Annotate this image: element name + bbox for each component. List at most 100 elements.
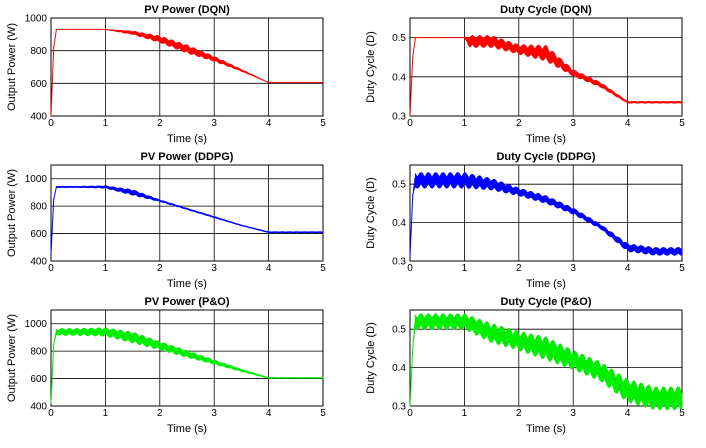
x-tick-label: 3 (570, 118, 576, 129)
data-point (53, 198, 55, 200)
data-point (268, 231, 270, 233)
y-tick-label: 400 (30, 257, 47, 268)
y-tick-label: 600 (30, 79, 47, 90)
data-point (104, 28, 106, 31)
chart-panel: 0 1 2 3 4 5 400 600 800 1000 PV Power (DQN) Time (s… (6, 4, 326, 145)
chart-title: Duty Cycle (DDPG) (496, 151, 595, 163)
chart-title: Duty Cycle (P&O) (500, 296, 591, 308)
series-line (50, 28, 324, 117)
y-tick-label: 600 (30, 374, 47, 385)
data-point (186, 208, 188, 210)
data-point (463, 37, 465, 39)
data-point (414, 37, 417, 39)
data-point (627, 390, 629, 392)
y-tick-label: 0.5 (392, 180, 406, 191)
data-point (295, 81, 297, 84)
chart-panel: 0 1 2 3 4 5 0.3 0.4 0.5 Duty Cycle (P&O) Time (s) D… (365, 296, 685, 435)
x-axis-label: Time (s) (167, 278, 207, 290)
y-axis-label: Output Power (W) (6, 169, 18, 257)
data-point (159, 200, 161, 202)
x-tick-label: 4 (266, 118, 272, 129)
chart-panel: 0 1 2 3 4 5 400 600 800 1000 PV Power (DDPG) Time (… (6, 151, 326, 290)
data-point (420, 320, 422, 323)
chart-panel: 0 1 2 3 4 5 400 600 800 1000 PV Power (P&O) Time (s… (6, 296, 326, 435)
x-tick-label: 2 (516, 408, 522, 419)
data-point (55, 186, 58, 188)
series-line (409, 172, 683, 258)
data-point (654, 397, 656, 399)
y-tick-label: 0.4 (392, 218, 406, 229)
data-point (186, 48, 188, 50)
data-point (53, 46, 55, 49)
chart-title: PV Power (P&O) (145, 296, 230, 308)
y-axis-label: Duty Cycle (D) (365, 177, 377, 249)
data-point (572, 72, 574, 74)
data-point (518, 340, 520, 342)
data-point (545, 52, 547, 54)
x-tick-label: 5 (679, 408, 685, 419)
y-tick-label: 400 (30, 112, 47, 123)
data-point (654, 250, 656, 252)
data-point (322, 231, 324, 233)
data-point (159, 345, 161, 347)
x-tick-label: 1 (103, 118, 109, 129)
x-tick-label: 4 (625, 118, 631, 129)
data-point (240, 369, 242, 371)
data-point (436, 320, 438, 323)
data-point (61, 331, 63, 333)
y-axis-label: Output Power (W) (6, 23, 18, 111)
y-tick-label: 1000 (25, 174, 48, 185)
x-tick-label: 0 (48, 408, 54, 419)
x-tick-label: 2 (157, 263, 163, 274)
data-point (409, 115, 411, 117)
data-point (213, 216, 215, 218)
data-point (599, 370, 602, 373)
x-axis-label: Time (s) (526, 278, 566, 290)
chart-panel: 0 1 2 3 4 5 0.3 0.4 0.5 Duty Cycle (DDPG) Time (s)… (365, 151, 685, 290)
x-tick-label: 1 (462, 408, 468, 419)
y-axis-label: Output Power (W) (6, 314, 18, 402)
y-tick-label: 800 (30, 347, 47, 358)
y-tick-label: 600 (30, 229, 47, 240)
x-axis-label: Time (s) (526, 133, 566, 145)
y-tick-label: 0.4 (392, 72, 406, 83)
data-point (104, 186, 106, 188)
series-line (50, 327, 324, 404)
x-tick-label: 0 (48, 118, 54, 129)
data-point (77, 331, 79, 333)
data-point (412, 195, 414, 197)
x-tick-label: 1 (103, 408, 109, 419)
x-axis-label: Time (s) (526, 423, 566, 435)
chart-title: PV Power (DQN) (144, 4, 230, 16)
data-point (53, 343, 55, 345)
chart-title: Duty Cycle (DQN) (500, 4, 592, 16)
data-point (186, 353, 188, 355)
y-tick-label: 1000 (25, 319, 48, 330)
plot-area (50, 309, 324, 407)
series-line (409, 313, 683, 411)
x-tick-label: 5 (679, 263, 685, 274)
x-tick-label: 5 (320, 118, 326, 129)
plot-area (50, 17, 324, 117)
data-point (545, 198, 547, 201)
data-point (213, 58, 215, 60)
data-point (518, 48, 520, 50)
y-tick-label: 0.5 (392, 33, 406, 44)
x-axis-label: Time (s) (167, 423, 207, 435)
data-point (240, 69, 242, 71)
data-point (491, 40, 493, 43)
x-tick-label: 3 (211, 263, 217, 274)
data-point (295, 377, 297, 379)
y-tick-label: 400 (30, 402, 47, 413)
data-point (322, 81, 324, 84)
data-point (50, 402, 52, 404)
data-point (268, 81, 270, 84)
data-point (50, 115, 52, 117)
x-tick-label: 0 (407, 118, 413, 129)
x-tick-label: 1 (462, 118, 468, 129)
x-tick-label: 5 (320, 263, 326, 274)
data-point (572, 210, 574, 212)
data-point (436, 37, 438, 39)
x-axis-label: Time (s) (167, 133, 207, 145)
chart-title: PV Power (DDPG) (141, 151, 234, 163)
